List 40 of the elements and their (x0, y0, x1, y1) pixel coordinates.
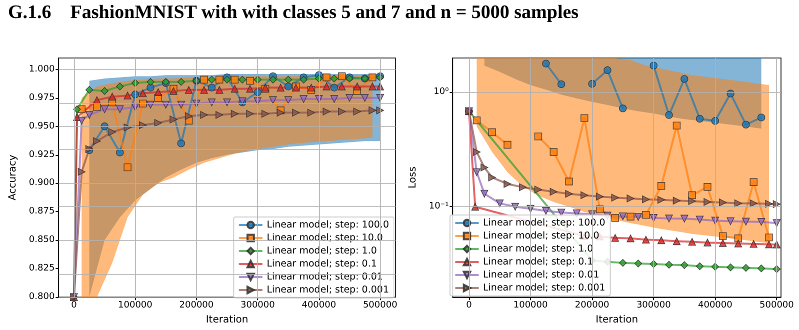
y-tick-label: 1.000 (28, 64, 55, 74)
y-tick-label: 0.900 (28, 178, 55, 188)
y-tick-label: 0.975 (28, 92, 55, 103)
x-tick-label: 400000 (698, 300, 733, 311)
y-tick-label: 0.875 (28, 206, 55, 217)
x-tick-label: 300000 (636, 300, 672, 311)
legend-label: Linear model; step: 10.0 (266, 232, 383, 244)
x-tick-label: 400000 (302, 300, 336, 311)
x-tick-label: 500000 (760, 300, 794, 311)
y-tick-label: 10⁻¹ (428, 202, 450, 212)
x-axis-title: Iteration (596, 314, 638, 326)
x-axis-title: Iteration (206, 314, 248, 326)
y-tick-label: 0.825 (28, 264, 55, 274)
y-tick-label: 0.950 (28, 121, 55, 132)
y-tick-label: 10⁰ (434, 87, 450, 98)
x-tick-label: 300000 (240, 300, 276, 311)
legend-label: Linear model; step: 0.1 (266, 258, 377, 270)
legend-label: Linear model; step: 0.01 (266, 272, 383, 282)
legend-label: Linear model; step: 100.0 (266, 220, 389, 230)
legend-label: Linear model; step: 0.01 (483, 270, 600, 280)
legend-label: Linear model; step: 0.1 (483, 256, 594, 268)
legend-label: Linear model; step: 0.001 (266, 284, 389, 296)
x-tick-label: 100000 (513, 300, 548, 311)
legend-label: Linear model; step: 0.001 (483, 282, 606, 294)
legend-label: Linear model; step: 10.0 (483, 230, 600, 242)
legend-label: Linear model; step: 1.0 (266, 246, 377, 256)
y-tick-label: 0.850 (28, 235, 55, 246)
y-tick-label: 0.800 (28, 292, 55, 302)
x-tick-label: 0 (71, 300, 78, 311)
x-tick-label: 500000 (362, 300, 398, 311)
x-tick-label: 200000 (574, 300, 610, 311)
y-axis-title: Loss (408, 166, 418, 189)
x-tick-label: 100000 (118, 300, 153, 311)
chart-title: G.1.6 FashionMNIST with with classes 5 and 7 and n = 5000 samples (8, 2, 579, 24)
x-tick-label: 200000 (179, 300, 214, 311)
y-axis-title: Accuracy (8, 154, 18, 200)
y-tick-label: 0.925 (28, 150, 55, 160)
x-tick-label: 0 (466, 300, 472, 311)
legend-label: Linear model; step: 1.0 (483, 244, 594, 254)
legend-label: Linear model; step: 100.0 (483, 218, 606, 228)
